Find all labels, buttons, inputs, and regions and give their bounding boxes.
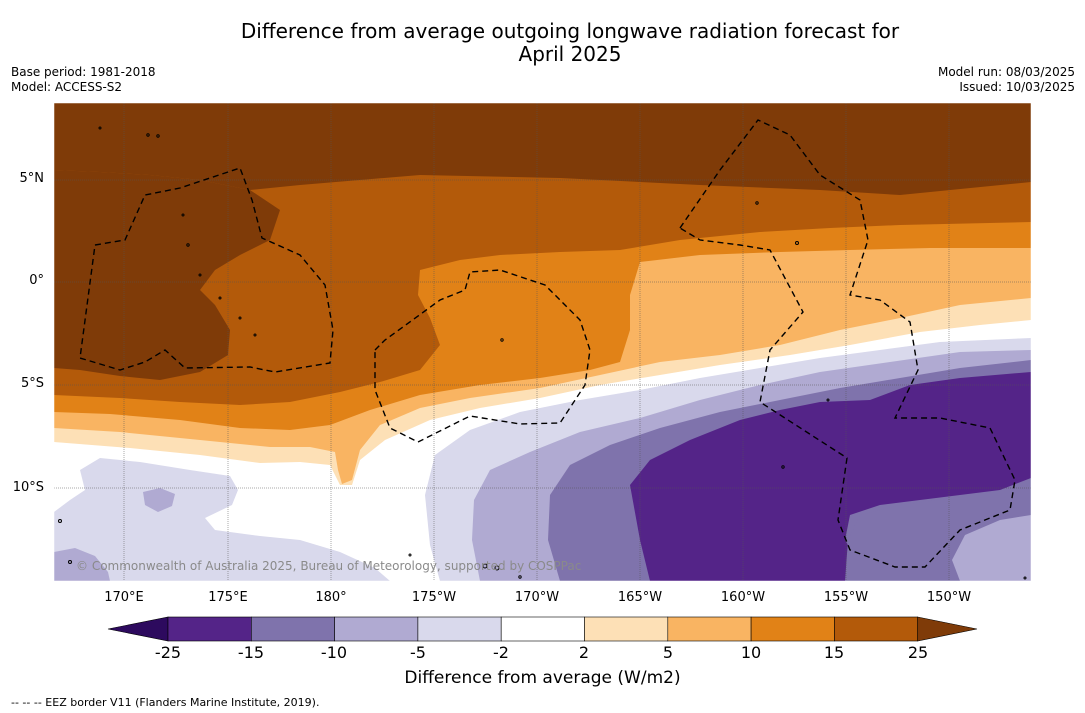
lat-label-0: 0° [29, 273, 44, 288]
colorbar-tick: -15 [237, 643, 265, 662]
lon-label-150w: 150°W [926, 590, 972, 605]
band-neg15-neg25 [630, 372, 1031, 581]
colorbar-bin-1 [167, 616, 252, 642]
graticule [54, 103, 1031, 581]
colorbar-tick: 2 [578, 643, 590, 662]
model-run: Model run: 08/03/2025 [937, 65, 1075, 79]
colorbar [107, 616, 978, 642]
colorbar-extend-high [917, 616, 978, 642]
lat-label-5s: 5°S [20, 376, 44, 391]
eez-borders [79, 119, 1016, 568]
band-neg2-neg5-west [54, 458, 390, 581]
band-neg5-neg10-se [952, 515, 1031, 581]
eez-kiribati-line [679, 119, 1016, 568]
lon-label-170w: 170°W [514, 590, 560, 605]
colorbar-tick: 10 [740, 643, 762, 662]
islands [58, 126, 1027, 580]
meta-left: Base period: 1981-2018 Model: ACCESS-S2 [11, 65, 156, 95]
colorbar-bin-2 [251, 616, 335, 642]
lon-label-165w: 165°W [617, 590, 663, 605]
issued-date: Issued: 10/03/2025 [959, 80, 1075, 94]
title-line-2: April 2025 [518, 42, 622, 66]
base-period: Base period: 1981-2018 [11, 65, 156, 79]
colorbar-bin-9 [834, 616, 919, 642]
contour-field [54, 103, 1031, 581]
map-title: Difference from average outgoing longwav… [0, 20, 1085, 66]
colorbar-tick: -5 [410, 643, 426, 662]
eez-tuvalu [79, 167, 334, 373]
colorbar-bin-3 [334, 616, 419, 642]
lon-label-180: 180° [315, 590, 347, 605]
band-neg5-neg10-blob [143, 488, 175, 512]
colorbar-tick: 5 [662, 643, 674, 662]
band-over-25-north [54, 103, 1031, 195]
colorbar-tick: 15 [823, 643, 845, 662]
eez-legend-note: -- -- -- EEZ border V11 (Flanders Marine… [11, 696, 320, 709]
colorbar-tick: -10 [320, 643, 348, 662]
lat-label-5n: 5°N [19, 171, 45, 186]
title-line-1: Difference from average outgoing longwav… [240, 19, 900, 43]
copyright-text: © Commonwealth of Australia 2025, Bureau… [76, 559, 582, 573]
lat-label-10s: 10°S [12, 480, 44, 495]
lon-label-170e: 170°E [104, 590, 144, 605]
lon-label-175w: 175°W [411, 590, 457, 605]
colorbar-bin-4 [417, 616, 502, 642]
colorbar-bin-6 [584, 616, 669, 642]
colorbar-tick: -2 [493, 643, 509, 662]
band-over-25-west [54, 170, 280, 380]
colorbar-bin-5 [500, 616, 585, 642]
colorbar-tick: -25 [154, 643, 182, 662]
colorbar-tick: 25 [907, 643, 929, 662]
lon-label-155w: 155°W [823, 590, 869, 605]
colorbar-label: Difference from average (W/m2) [404, 668, 681, 688]
lon-label-175e: 175°E [208, 590, 248, 605]
colorbar-bin-7 [667, 616, 752, 642]
colorbar-extend-low [107, 616, 169, 642]
model-name: Model: ACCESS-S2 [11, 80, 123, 94]
lon-label-160w: 160°W [720, 590, 766, 605]
meta-right: Model run: 08/03/2025 Issued: 10/03/2025 [938, 65, 1075, 95]
eez-tokelau [374, 269, 591, 443]
plot-frame [53, 102, 1032, 582]
colorbar-bin-8 [750, 616, 835, 642]
band-neg5-neg10-corner [54, 548, 110, 581]
